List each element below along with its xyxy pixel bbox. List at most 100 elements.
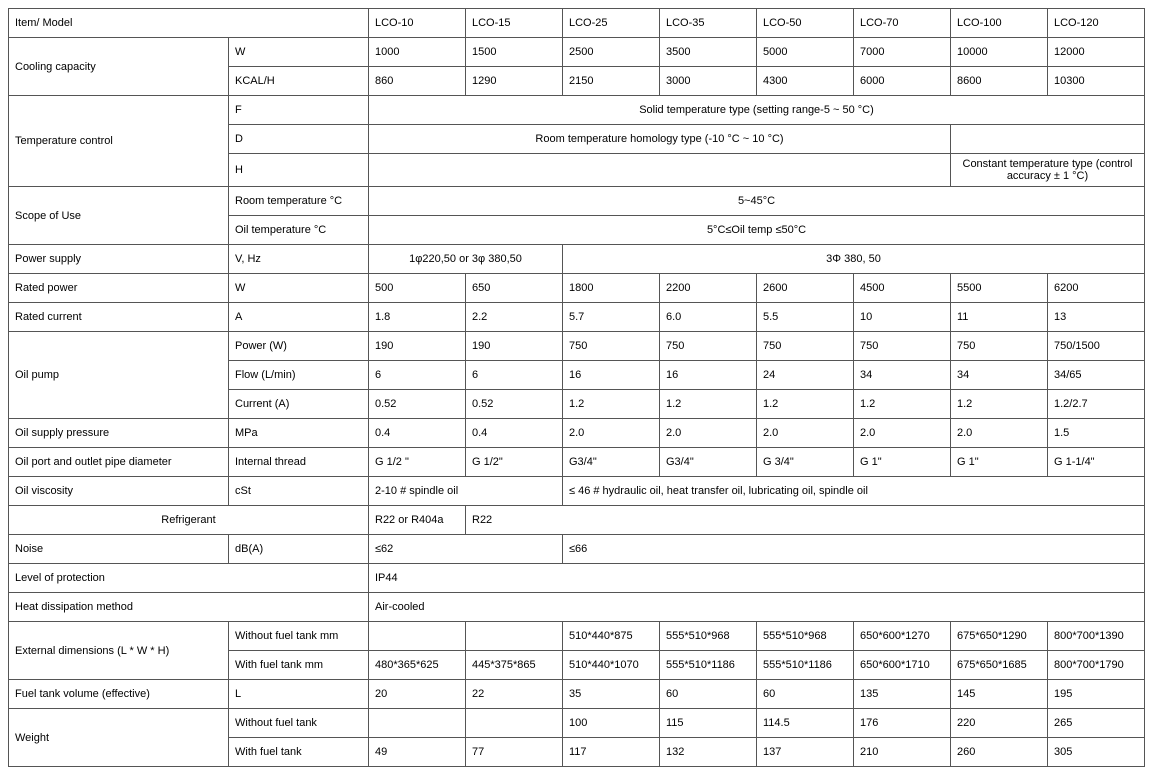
- value-cell: 750: [951, 332, 1048, 361]
- value-cell: 6: [369, 361, 466, 390]
- value-cell: 135: [854, 680, 951, 709]
- value-cell: 650*600*1710: [854, 651, 951, 680]
- col-header: LCO-35: [660, 9, 757, 38]
- value-cell: [369, 622, 466, 651]
- value-cell: 5000: [757, 38, 854, 67]
- value-cell: 100: [563, 709, 660, 738]
- value-cell: Solid temperature type (setting range-5 …: [369, 96, 1145, 125]
- value-cell: 2150: [563, 67, 660, 96]
- value-cell: G 1/2 ": [369, 448, 466, 477]
- value-cell: 115: [660, 709, 757, 738]
- value-cell: 555*510*1186: [757, 651, 854, 680]
- unit-cell: dB(A): [229, 535, 369, 564]
- value-cell: 1.2: [757, 390, 854, 419]
- value-cell: 24: [757, 361, 854, 390]
- value-cell: [466, 622, 563, 651]
- value-cell: 22: [466, 680, 563, 709]
- value-cell: [466, 709, 563, 738]
- value-cell: 2.0: [951, 419, 1048, 448]
- table-row: Rated current A 1.8 2.2 5.7 6.0 5.5 10 1…: [9, 303, 1145, 332]
- value-cell: 1.2: [854, 390, 951, 419]
- value-cell: 1.2: [951, 390, 1048, 419]
- value-cell: 60: [757, 680, 854, 709]
- row-label: Temperature control: [9, 96, 229, 187]
- value-cell: 800*700*1390: [1048, 622, 1145, 651]
- value-cell: 2.0: [660, 419, 757, 448]
- value-cell: 210: [854, 738, 951, 767]
- value-cell: 35: [563, 680, 660, 709]
- row-label: Rated current: [9, 303, 229, 332]
- unit-cell: A: [229, 303, 369, 332]
- col-header: LCO-100: [951, 9, 1048, 38]
- value-cell: IP44: [369, 564, 1145, 593]
- unit-cell: Power (W): [229, 332, 369, 361]
- value-cell: 1500: [466, 38, 563, 67]
- table-row: Power supply V, Hz 1φ220,50 or 3φ 380,50…: [9, 245, 1145, 274]
- unit-cell: Without fuel tank mm: [229, 622, 369, 651]
- row-label: Oil supply pressure: [9, 419, 229, 448]
- value-cell: 3Φ 380, 50: [563, 245, 1145, 274]
- value-cell: 8600: [951, 67, 1048, 96]
- value-cell: 176: [854, 709, 951, 738]
- value-cell: ≤ 46 # hydraulic oil, heat transfer oil,…: [563, 477, 1145, 506]
- value-cell: 220: [951, 709, 1048, 738]
- value-cell: 305: [1048, 738, 1145, 767]
- value-cell: 480*365*625: [369, 651, 466, 680]
- table-row: Level of protection IP44: [9, 564, 1145, 593]
- value-cell: 34: [854, 361, 951, 390]
- value-cell: 0.52: [466, 390, 563, 419]
- value-cell: [369, 154, 951, 187]
- col-header: LCO-25: [563, 9, 660, 38]
- value-cell: 4300: [757, 67, 854, 96]
- value-cell: G 1/2": [466, 448, 563, 477]
- value-cell: 60: [660, 680, 757, 709]
- value-cell: 510*440*875: [563, 622, 660, 651]
- value-cell: 1.2: [563, 390, 660, 419]
- value-cell: 190: [466, 332, 563, 361]
- value-cell: 6000: [854, 67, 951, 96]
- value-cell: 2.0: [757, 419, 854, 448]
- value-cell: 1.2: [660, 390, 757, 419]
- col-header: LCO-120: [1048, 9, 1145, 38]
- value-cell: 750/1500: [1048, 332, 1145, 361]
- table-row: Oil pump Power (W) 190 190 750 750 750 7…: [9, 332, 1145, 361]
- value-cell: 6.0: [660, 303, 757, 332]
- value-cell: 1000: [369, 38, 466, 67]
- value-cell: 6: [466, 361, 563, 390]
- value-cell: 16: [563, 361, 660, 390]
- value-cell: 1.5: [1048, 419, 1145, 448]
- value-cell: 5.5: [757, 303, 854, 332]
- value-cell: 3000: [660, 67, 757, 96]
- row-label: Power supply: [9, 245, 229, 274]
- value-cell: Air-cooled: [369, 593, 1145, 622]
- value-cell: 2.2: [466, 303, 563, 332]
- value-cell: 5°C≤Oil temp ≤50°C: [369, 216, 1145, 245]
- unit-cell: V, Hz: [229, 245, 369, 274]
- value-cell: 20: [369, 680, 466, 709]
- value-cell: 555*510*968: [757, 622, 854, 651]
- value-cell: R22: [466, 506, 1145, 535]
- value-cell: 800*700*1790: [1048, 651, 1145, 680]
- row-label: Oil port and outlet pipe diameter: [9, 448, 229, 477]
- value-cell: 3500: [660, 38, 757, 67]
- value-cell: 510*440*1070: [563, 651, 660, 680]
- value-cell: 860: [369, 67, 466, 96]
- value-cell: 445*375*865: [466, 651, 563, 680]
- row-label: Rated power: [9, 274, 229, 303]
- value-cell: 1290: [466, 67, 563, 96]
- value-cell: 2.0: [854, 419, 951, 448]
- table-row: Cooling capacity W 1000 1500 2500 3500 5…: [9, 38, 1145, 67]
- unit-cell: W: [229, 274, 369, 303]
- value-cell: ≤62: [369, 535, 563, 564]
- value-cell: 0.52: [369, 390, 466, 419]
- value-cell: 114.5: [757, 709, 854, 738]
- col-header: LCO-15: [466, 9, 563, 38]
- value-cell: 10: [854, 303, 951, 332]
- value-cell: 675*650*1290: [951, 622, 1048, 651]
- value-cell: 500: [369, 274, 466, 303]
- row-label: Fuel tank volume (effective): [9, 680, 229, 709]
- value-cell: 675*650*1685: [951, 651, 1048, 680]
- value-cell: 750: [660, 332, 757, 361]
- table-row: Weight Without fuel tank 100 115 114.5 1…: [9, 709, 1145, 738]
- value-cell: 10300: [1048, 67, 1145, 96]
